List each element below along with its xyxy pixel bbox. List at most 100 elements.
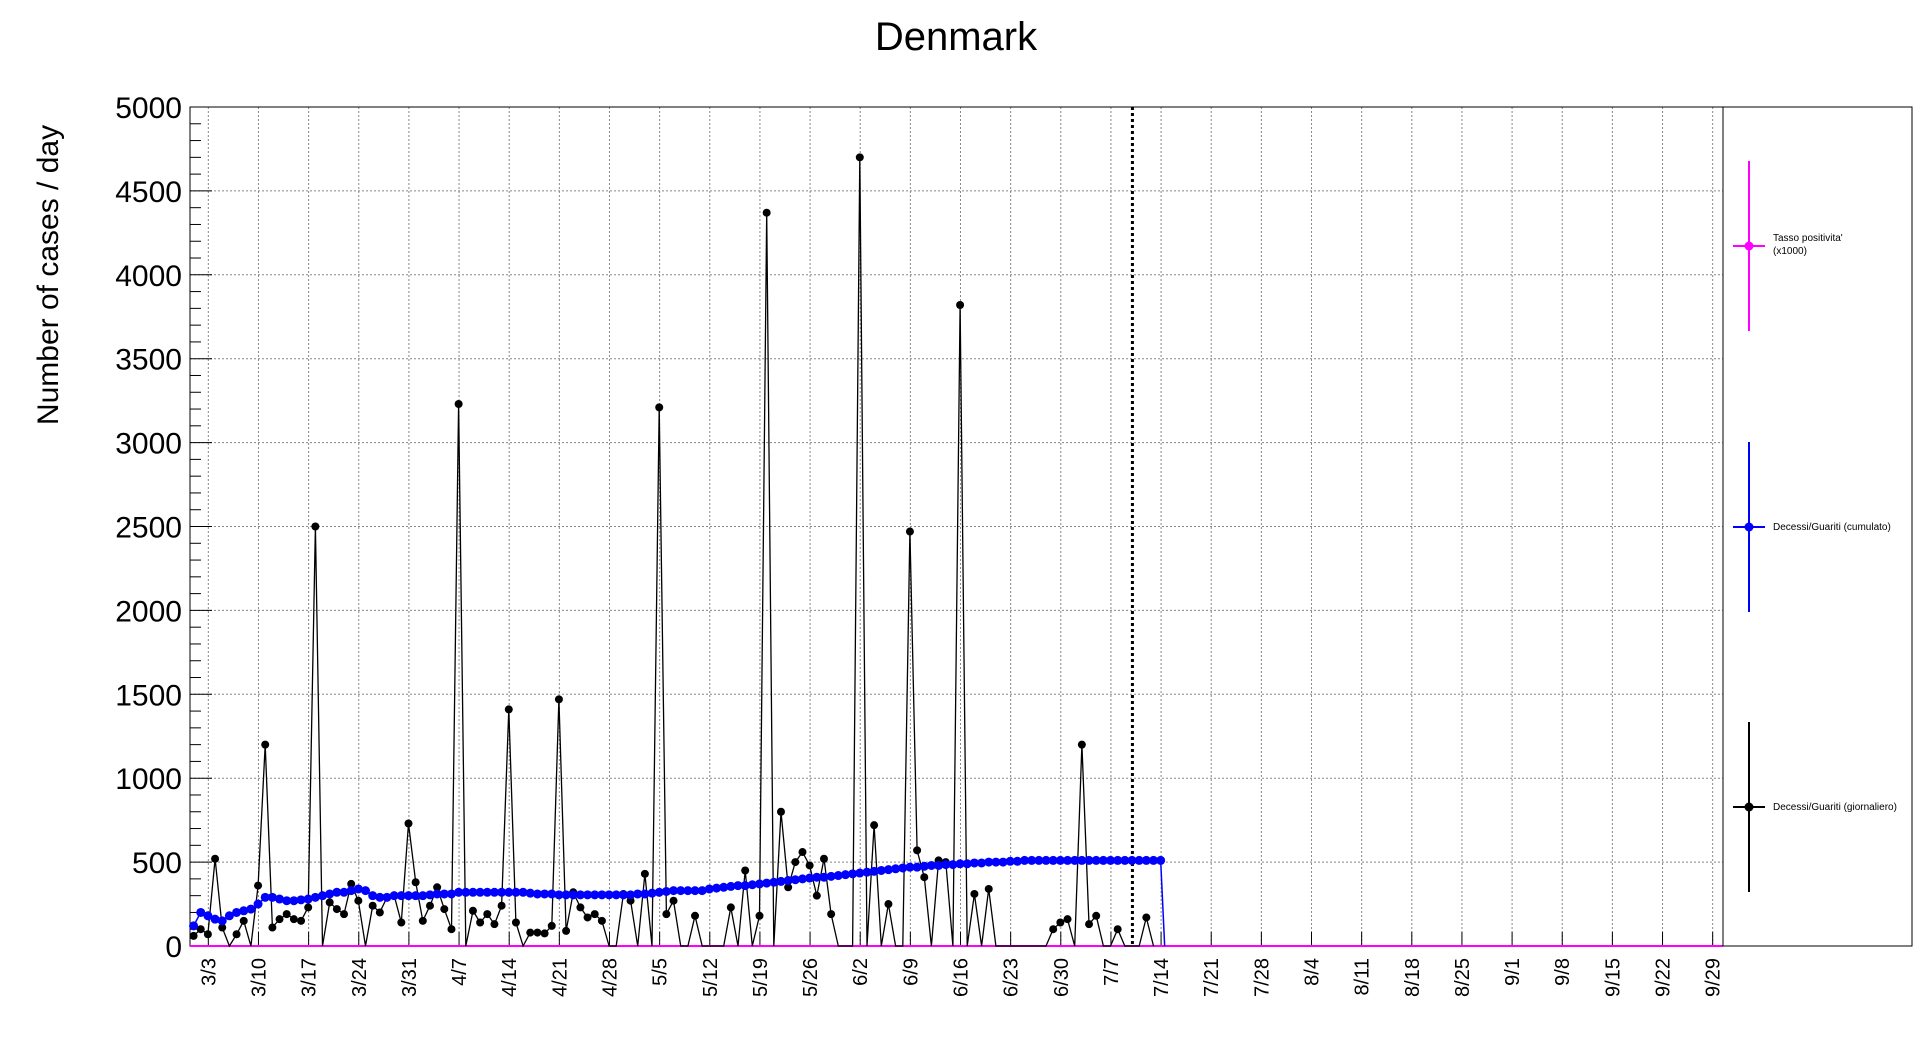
cumulative-point: [597, 890, 607, 900]
daily-point: [425, 901, 434, 910]
daily-point: [805, 861, 814, 870]
x-tick-label: 7/28: [1251, 958, 1273, 997]
cumulative-point: [454, 887, 464, 897]
cumulative-point: [604, 890, 614, 900]
cumulative-point: [446, 889, 456, 899]
cumulative-point: [425, 890, 435, 900]
cumulative-point: [740, 881, 750, 891]
x-tick-label: 5/26: [800, 958, 822, 997]
cumulative-point: [726, 881, 736, 891]
daily-point: [411, 878, 420, 887]
cumulative-point: [1113, 855, 1123, 865]
daily-point: [447, 925, 456, 934]
x-tick-label: 8/18: [1402, 958, 1424, 997]
cumulative-point: [346, 886, 356, 896]
cumulative-point: [876, 865, 886, 875]
daily-point: [368, 901, 377, 910]
daily-point: [418, 916, 427, 925]
daily-point: [920, 873, 929, 882]
daily-point: [1077, 740, 1086, 749]
cumulative-point: [869, 866, 879, 876]
x-tick-label: 4/28: [599, 958, 621, 997]
daily-point: [196, 925, 205, 934]
legend-marker: [1744, 802, 1754, 812]
cumulative-point: [661, 886, 671, 896]
cumulative-point: [361, 886, 371, 896]
cumulative-point: [618, 890, 628, 900]
cumulative-point: [998, 857, 1008, 867]
cumulative-point: [941, 860, 951, 870]
y-tick-label: 3000: [115, 428, 182, 461]
cumulative-point: [540, 889, 550, 899]
cumulative-point: [633, 889, 643, 899]
daily-point: [504, 705, 513, 714]
cumulative-point: [733, 881, 743, 891]
legend-label: Decessi/Guariti (giornaliero): [1773, 802, 1897, 813]
x-tick-label: 4/21: [549, 958, 571, 997]
cumulative-point: [432, 889, 442, 899]
x-tick-label: 5/19: [750, 958, 772, 997]
series-layer: [189, 153, 1723, 948]
x-tick-label: 9/22: [1653, 958, 1675, 997]
cumulative-point: [296, 895, 306, 905]
cumulative-point: [948, 860, 958, 870]
cumulative-point: [1020, 855, 1030, 865]
daily-point: [669, 896, 678, 905]
cumulative-point: [654, 887, 664, 897]
cumulative-point: [762, 878, 772, 888]
daily-point: [497, 901, 506, 910]
cumulative-point: [468, 887, 478, 897]
cumulative-point: [482, 887, 492, 897]
x-tick-label: 6/2: [850, 958, 872, 986]
daily-point: [211, 854, 220, 863]
chart-title: Denmark: [875, 15, 1038, 59]
cumulative-point: [926, 860, 936, 870]
cumulative-point: [554, 890, 564, 900]
cumulative-point: [826, 871, 836, 881]
cumulative-point: [1141, 855, 1151, 865]
cumulative-point: [1005, 856, 1015, 866]
daily-point: [755, 911, 764, 920]
grid-layer: [190, 107, 1723, 946]
daily-point: [956, 301, 965, 310]
daily-point: [347, 879, 356, 888]
cumulative-point: [848, 869, 858, 879]
cumulative-point: [962, 859, 972, 869]
daily-point: [268, 923, 277, 932]
cumulative-point: [389, 891, 399, 901]
y-tick-label: 5000: [115, 92, 182, 125]
cumulative-point: [1084, 855, 1094, 865]
y-tick-label: 4500: [115, 176, 182, 209]
x-tick-label: 6/9: [900, 958, 922, 986]
cumulative-point: [568, 890, 578, 900]
cumulative-point: [862, 867, 872, 877]
legend: Tasso positivita' (x1000) Decessi/Guariti …: [1722, 106, 1913, 947]
x-tick-label: 6/16: [951, 958, 973, 997]
cumulative-point: [1012, 856, 1022, 866]
x-tick-label: 5/12: [700, 958, 722, 997]
cumulative-point: [382, 892, 392, 902]
x-tick-label: 4/14: [499, 958, 521, 997]
cumulative-point: [697, 886, 707, 896]
cumulative-point: [282, 896, 292, 906]
daily-point: [662, 910, 671, 919]
cumulative-point: [403, 891, 413, 901]
daily-point: [1056, 918, 1065, 927]
cumulative-point: [611, 890, 621, 900]
cumulative-point: [310, 892, 320, 902]
daily-point: [1085, 920, 1094, 929]
cumulative-point: [812, 872, 822, 882]
cumulative-point: [224, 911, 234, 921]
cumulative-point: [626, 890, 636, 900]
cumulative-point: [891, 864, 901, 874]
x-tick-label: 9/8: [1552, 958, 1574, 986]
x-tick-label: 3/10: [248, 958, 270, 997]
y-tick-label: 1500: [115, 679, 182, 712]
cumulative-point: [955, 859, 965, 869]
daily-point: [576, 903, 585, 912]
cumulative-point: [525, 888, 535, 898]
daily-point: [655, 403, 664, 412]
cumulative-point: [769, 877, 779, 887]
daily-point: [884, 900, 893, 909]
